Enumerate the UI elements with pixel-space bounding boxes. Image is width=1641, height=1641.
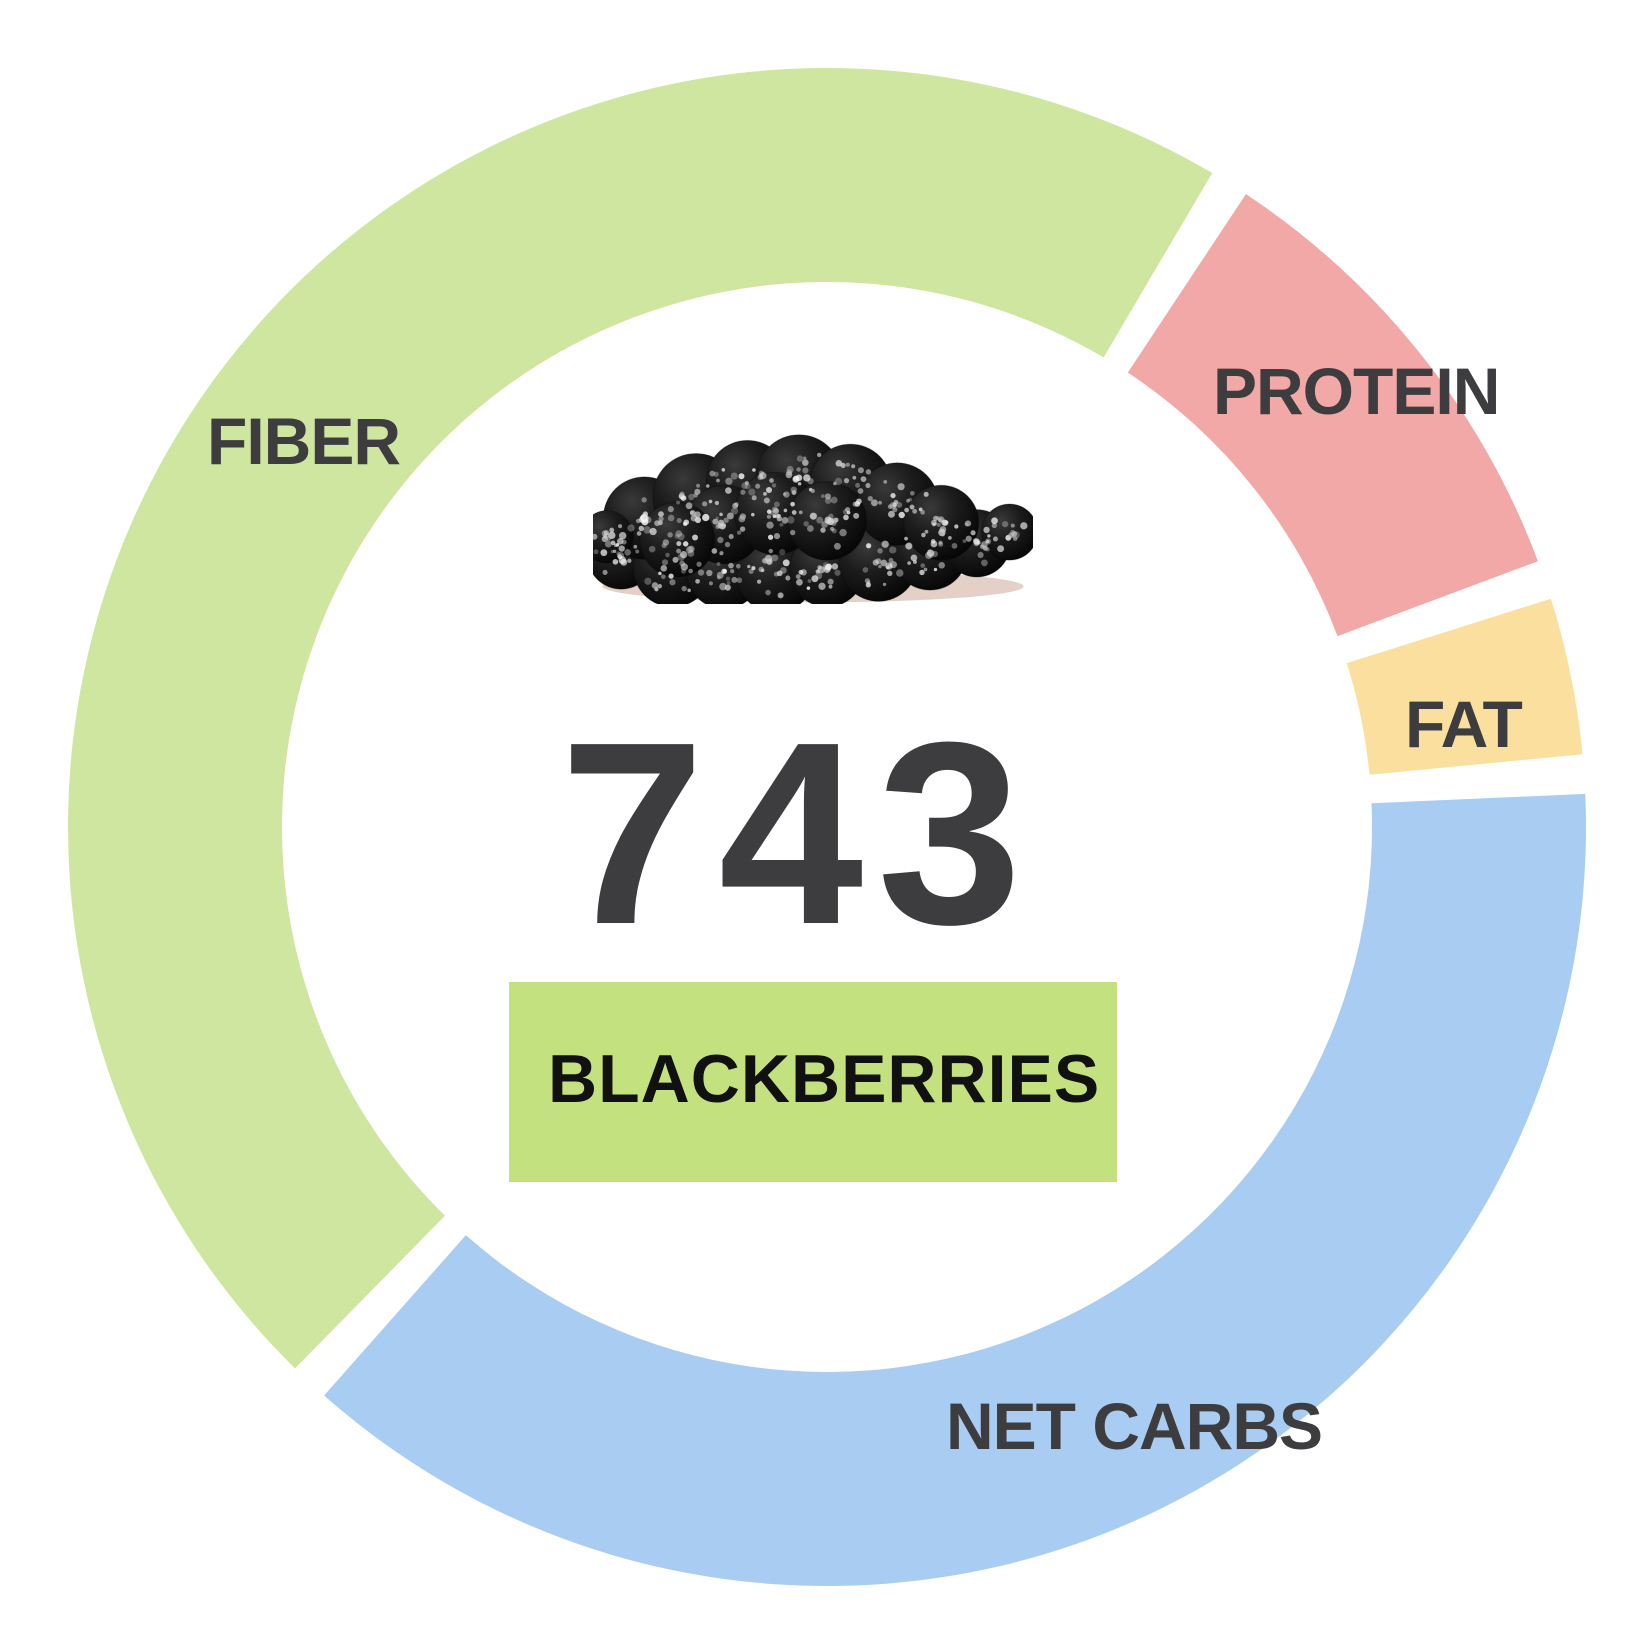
- svg-text:NET CARBS: NET CARBS: [946, 1389, 1322, 1463]
- svg-text:PROTEIN: PROTEIN: [1213, 354, 1499, 428]
- svg-text:FIBER: FIBER: [207, 404, 400, 478]
- svg-text:FAT: FAT: [1405, 687, 1522, 761]
